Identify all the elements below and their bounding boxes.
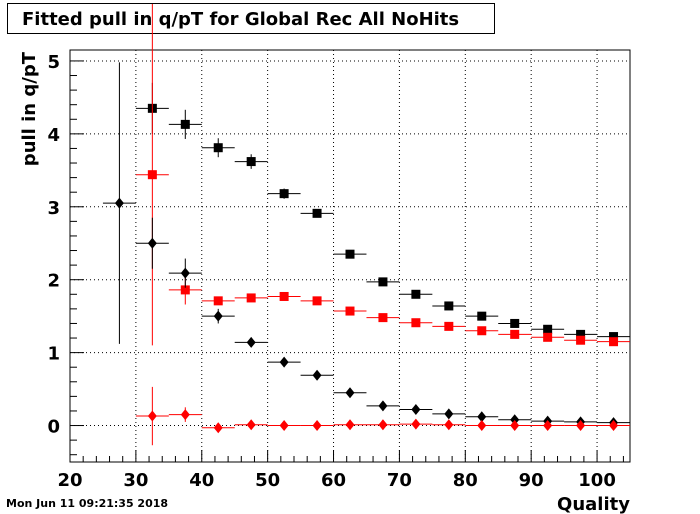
data-point-diamond (246, 419, 256, 431)
data-point-diamond (411, 403, 421, 415)
data-point-square (510, 329, 520, 339)
data-point-square (279, 291, 289, 301)
data-point-diamond (510, 414, 520, 426)
y-tick-label: 5 (47, 52, 60, 73)
data-point-diamond (477, 411, 487, 423)
data-point-square (444, 301, 454, 311)
data-point-diamond (378, 400, 388, 412)
data-point-square (180, 119, 190, 129)
data-point-square (411, 289, 421, 299)
data-point-square (345, 249, 355, 259)
x-tick-label: 70 (387, 470, 412, 491)
data-point-square (477, 326, 487, 336)
data-point-diamond (213, 422, 223, 434)
y-axis-label: pull in q/pT (19, 51, 40, 166)
data-point-diamond (279, 420, 289, 432)
data-point-diamond (312, 420, 322, 432)
data-point-diamond (345, 419, 355, 431)
title-box: Fitted pull in q/pT for Global Rec All N… (7, 3, 495, 34)
data-point-diamond (114, 197, 124, 209)
data-point-diamond (510, 420, 520, 432)
data-point-square (246, 293, 256, 303)
data-point-diamond (411, 418, 421, 430)
data-point-square (312, 208, 322, 218)
data-point-diamond (444, 419, 454, 431)
data-point-square (345, 306, 355, 316)
data-point-square (213, 143, 223, 153)
data-point-diamond (609, 420, 619, 432)
x-tick-label: 50 (255, 470, 280, 491)
plot-frame (69, 49, 631, 463)
timestamp: Mon Jun 11 09:21:35 2018 (6, 497, 169, 510)
data-point-diamond (147, 410, 157, 422)
y-tick-label: 3 (47, 198, 60, 219)
x-tick-label: 80 (453, 470, 478, 491)
y-tick-label: 0 (47, 417, 60, 438)
data-point-diamond (477, 420, 487, 432)
data-point-square (576, 335, 586, 345)
data-point-diamond (378, 419, 388, 431)
data-point-diamond (345, 387, 355, 399)
data-point-diamond (180, 267, 190, 279)
data-point-square (312, 296, 322, 306)
data-point-square (444, 321, 454, 331)
data-point-square (510, 318, 520, 328)
data-point-diamond (180, 409, 190, 421)
data-point-diamond (444, 408, 454, 420)
data-point-square (213, 296, 223, 306)
data-point-diamond (279, 356, 289, 368)
x-tick-label: 20 (57, 470, 82, 491)
data-point-square (180, 285, 190, 295)
x-tick-label: 90 (519, 470, 544, 491)
data-point-diamond (312, 369, 322, 381)
x-tick-label: 40 (189, 470, 214, 491)
data-point-diamond (246, 336, 256, 348)
data-point-square (609, 337, 619, 347)
data-point-square (609, 332, 619, 342)
data-point-diamond (543, 420, 553, 432)
y-tick-label: 4 (47, 125, 60, 146)
y-tick-label: 1 (47, 344, 60, 365)
x-tick-label: 60 (321, 470, 346, 491)
data-point-square (147, 170, 157, 180)
data-point-diamond (147, 237, 157, 249)
x-tick-label: 30 (123, 470, 148, 491)
data-point-diamond (213, 310, 223, 322)
data-point-square (543, 324, 553, 334)
data-point-diamond (576, 420, 586, 432)
y-tick-label: 2 (47, 271, 60, 292)
chart-title: Fitted pull in q/pT for Global Rec All N… (22, 9, 460, 30)
data-point-square (246, 157, 256, 167)
data-point-square (477, 311, 487, 321)
x-tick-label: 100 (578, 470, 616, 491)
data-point-square (411, 318, 421, 328)
data-point-square (378, 313, 388, 323)
data-point-square (378, 277, 388, 287)
data-point-square (543, 332, 553, 342)
x-axis-label: Quality (557, 494, 630, 514)
data-point-square (576, 329, 586, 339)
data-point-square (279, 189, 289, 199)
